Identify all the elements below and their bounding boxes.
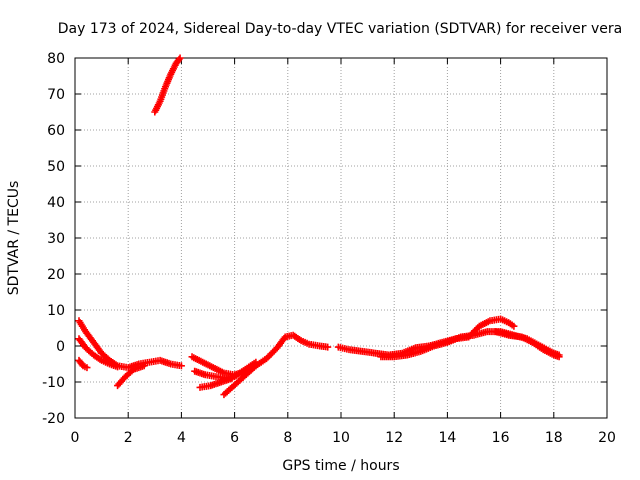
y-axis-label: SDTVAR / TECUs bbox=[6, 181, 22, 296]
chart-title: Day 173 of 2024, Sidereal Day-to-day VTE… bbox=[58, 21, 622, 37]
grid bbox=[75, 58, 607, 418]
y-tick-label: -20 bbox=[42, 411, 65, 427]
y-tick-label: -10 bbox=[42, 375, 65, 391]
x-tick-label: 0 bbox=[71, 430, 80, 446]
y-tick-label: 10 bbox=[47, 303, 65, 319]
y-tick-label: 20 bbox=[47, 267, 65, 283]
data-point bbox=[252, 362, 260, 370]
data-point bbox=[555, 353, 563, 361]
data-point bbox=[176, 54, 184, 62]
x-tick-label: 18 bbox=[545, 430, 563, 446]
y-tick-label: 40 bbox=[47, 195, 65, 211]
data-point bbox=[175, 55, 183, 63]
axis-ticks: 0 2 4 6 8 10 12 14 16 18 20 -20 -10 0 10 20 30 40 50 60 70 80 bbox=[42, 51, 616, 446]
y-tick-label: 50 bbox=[47, 159, 65, 175]
x-tick-label: 6 bbox=[230, 430, 239, 446]
y-tick-label: 80 bbox=[47, 51, 65, 67]
series-track-K bbox=[491, 328, 563, 361]
data-point bbox=[83, 364, 91, 372]
y-tick-label: 0 bbox=[56, 339, 65, 355]
y-tick-label: 30 bbox=[47, 231, 65, 247]
series-track-H bbox=[220, 362, 260, 399]
x-axis-label: GPS time / hours bbox=[282, 458, 399, 474]
data-point bbox=[510, 322, 518, 330]
data-points bbox=[75, 54, 563, 399]
series-track-B bbox=[75, 335, 122, 371]
data-point bbox=[228, 374, 236, 382]
x-tick-label: 14 bbox=[438, 430, 456, 446]
x-tick-label: 2 bbox=[124, 430, 133, 446]
x-tick-label: 16 bbox=[492, 430, 510, 446]
x-tick-label: 12 bbox=[385, 430, 403, 446]
data-point bbox=[177, 362, 185, 370]
series-track-C bbox=[75, 356, 91, 372]
x-tick-label: 8 bbox=[283, 430, 292, 446]
x-tick-label: 20 bbox=[598, 430, 616, 446]
data-point bbox=[114, 363, 122, 371]
data-point bbox=[324, 343, 332, 351]
x-tick-label: 10 bbox=[332, 430, 350, 446]
x-tick-label: 4 bbox=[177, 430, 186, 446]
y-tick-label: 60 bbox=[47, 123, 65, 139]
data-point bbox=[140, 362, 148, 370]
series-track-G bbox=[196, 374, 236, 391]
series-track-D bbox=[114, 362, 148, 390]
y-tick-label: 70 bbox=[47, 87, 65, 103]
series-high-arc bbox=[151, 54, 184, 116]
